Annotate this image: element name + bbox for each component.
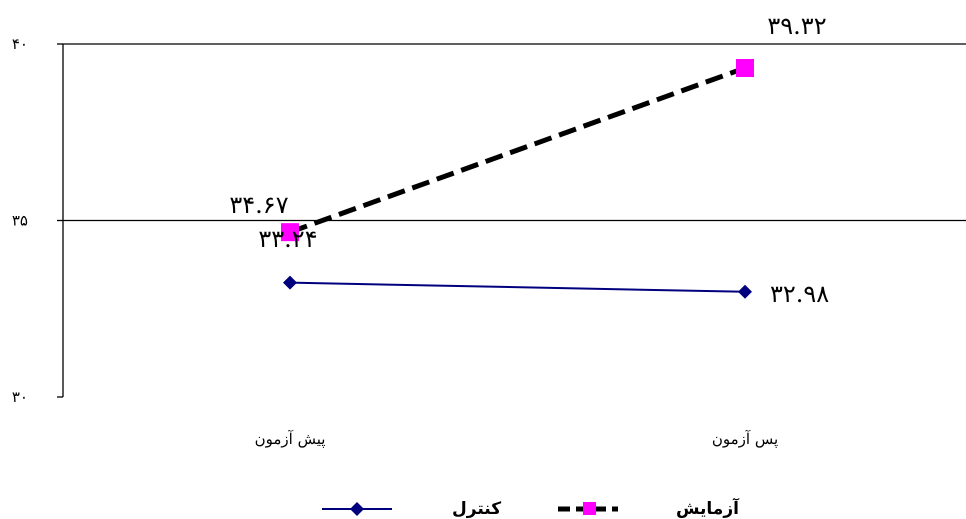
y-tick-label-2: ۴۰ — [12, 35, 28, 53]
y-axis-ticks: ۳۰ ۳۵ ۴۰ — [12, 35, 63, 406]
series-line-control — [289, 281, 746, 293]
legend-label-experimental: آزمایش — [676, 497, 740, 519]
experimental-marker-0 — [281, 223, 299, 242]
data-label-control-1: ۳۲.۹۸ — [770, 280, 829, 308]
x-axis-categories: پیش آزمون پس آزمون — [255, 430, 779, 448]
x-category-label-0: پیش آزمون — [255, 430, 326, 448]
series-markers — [281, 59, 754, 299]
legend: آزمایش کنترل — [322, 497, 740, 519]
data-labels: ۳۴.۶۷ ۳۳.۲۴ ۳۹.۳۲ ۳۲.۹۸ — [229, 12, 829, 308]
series-lines — [289, 65, 746, 293]
legend-marker-experimental — [583, 502, 596, 515]
data-label-experimental-0: ۳۴.۶۷ — [229, 191, 288, 219]
control-marker-0 — [283, 275, 297, 290]
data-label-experimental-1: ۳۹.۳۲ — [767, 12, 826, 40]
experimental-marker-1 — [736, 59, 754, 78]
y-tick-label-0: ۳۰ — [12, 388, 28, 406]
x-category-label-1: پس آزمون — [712, 430, 778, 448]
legend-marker-control — [350, 502, 364, 516]
data-label-control-0: ۳۳.۲۴ — [258, 225, 317, 253]
legend-label-control: کنترل — [452, 499, 501, 519]
control-marker-1 — [738, 284, 752, 299]
series-line-experimental — [289, 65, 746, 235]
gridlines — [63, 43, 966, 222]
y-tick-label-1: ۳۵ — [12, 212, 28, 230]
